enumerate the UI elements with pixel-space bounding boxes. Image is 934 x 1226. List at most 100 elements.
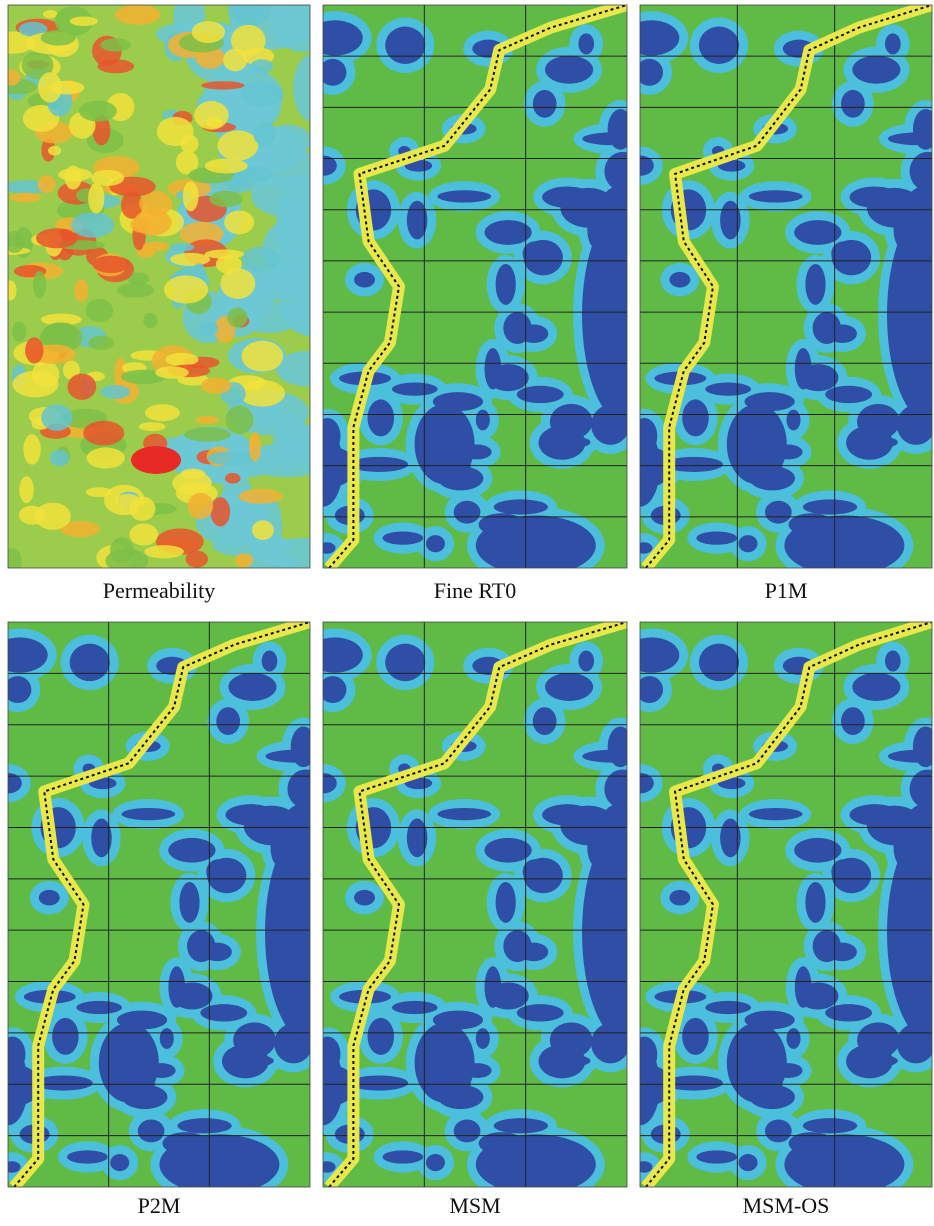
blob	[682, 399, 709, 436]
blob	[25, 337, 43, 363]
blob	[211, 497, 231, 526]
blob	[48, 146, 61, 156]
blob	[669, 272, 690, 288]
blob	[242, 341, 284, 372]
blob	[517, 386, 564, 403]
blob	[192, 21, 225, 43]
blob	[696, 1150, 737, 1163]
blob	[100, 38, 131, 51]
blob	[117, 283, 154, 298]
blob	[1, 70, 21, 86]
blob	[545, 56, 593, 84]
blob	[578, 650, 594, 671]
blob	[307, 637, 363, 672]
blob	[805, 882, 825, 923]
blob	[669, 890, 690, 906]
caption: P1M	[765, 578, 808, 603]
blob	[550, 404, 593, 440]
blob	[273, 413, 309, 469]
blob	[852, 56, 900, 84]
blob	[813, 930, 841, 962]
blob	[183, 181, 199, 211]
blob	[71, 212, 114, 237]
blob	[765, 1120, 792, 1143]
blob	[503, 312, 531, 344]
blob	[130, 217, 151, 232]
blob	[550, 1022, 593, 1058]
panel	[607, 5, 934, 593]
blob	[476, 515, 596, 575]
blob	[533, 90, 557, 118]
caption: Permeability	[103, 578, 215, 603]
blob	[86, 299, 113, 322]
blob	[227, 308, 247, 328]
blob	[177, 1118, 231, 1133]
blob	[318, 542, 335, 553]
blob	[803, 499, 857, 514]
blob	[415, 404, 475, 484]
blob	[476, 410, 490, 431]
blob	[39, 890, 60, 906]
blob	[205, 159, 248, 174]
blob	[170, 243, 194, 251]
blob	[786, 1028, 800, 1049]
blob	[885, 33, 901, 54]
blob	[184, 427, 231, 441]
blob	[454, 1120, 481, 1143]
blob	[159, 1134, 279, 1194]
blob	[207, 451, 254, 465]
blob	[164, 275, 208, 303]
blob	[623, 637, 679, 672]
panel	[290, 5, 681, 593]
blob	[144, 545, 184, 558]
blob	[291, 727, 316, 768]
blob	[885, 650, 901, 671]
blob	[233, 1022, 276, 1058]
panel	[607, 622, 934, 1212]
blob	[41, 404, 72, 431]
blob	[43, 10, 58, 18]
caption: MSM-OS	[743, 1193, 830, 1218]
blob	[533, 707, 557, 735]
blob	[226, 405, 254, 434]
blob	[231, 25, 266, 56]
blob	[727, 1023, 787, 1103]
blob	[129, 497, 155, 521]
blob	[179, 882, 199, 923]
blob	[145, 404, 180, 421]
blob	[696, 531, 737, 544]
blob	[367, 1018, 394, 1055]
blob	[110, 537, 134, 563]
blob	[181, 469, 206, 480]
blob	[41, 30, 76, 46]
blob	[241, 81, 284, 107]
blob	[454, 501, 481, 524]
figure: PermeabilityFine RT0P1MP2MMSMMSM-OS	[0, 0, 934, 1221]
blob	[4, 280, 16, 300]
blob	[216, 707, 240, 735]
blob	[857, 1022, 900, 1058]
blob	[699, 644, 739, 681]
blob	[517, 1004, 564, 1021]
blob	[129, 523, 158, 545]
blob	[68, 374, 97, 400]
blob	[251, 59, 273, 73]
blob	[101, 385, 130, 399]
blob	[523, 859, 547, 883]
blob	[383, 531, 424, 544]
blob	[494, 1118, 548, 1133]
blob	[143, 313, 157, 328]
blob	[138, 1120, 165, 1143]
blob	[74, 279, 88, 302]
caption: Fine RT0	[434, 578, 516, 603]
caption: MSM	[449, 1193, 500, 1218]
blob	[608, 727, 633, 768]
blob	[385, 644, 425, 681]
blob	[682, 1018, 709, 1055]
blob	[749, 808, 803, 820]
blob	[209, 191, 242, 207]
blob	[307, 20, 363, 55]
blob	[841, 90, 865, 118]
blob	[485, 348, 502, 390]
blob	[99, 1023, 159, 1103]
